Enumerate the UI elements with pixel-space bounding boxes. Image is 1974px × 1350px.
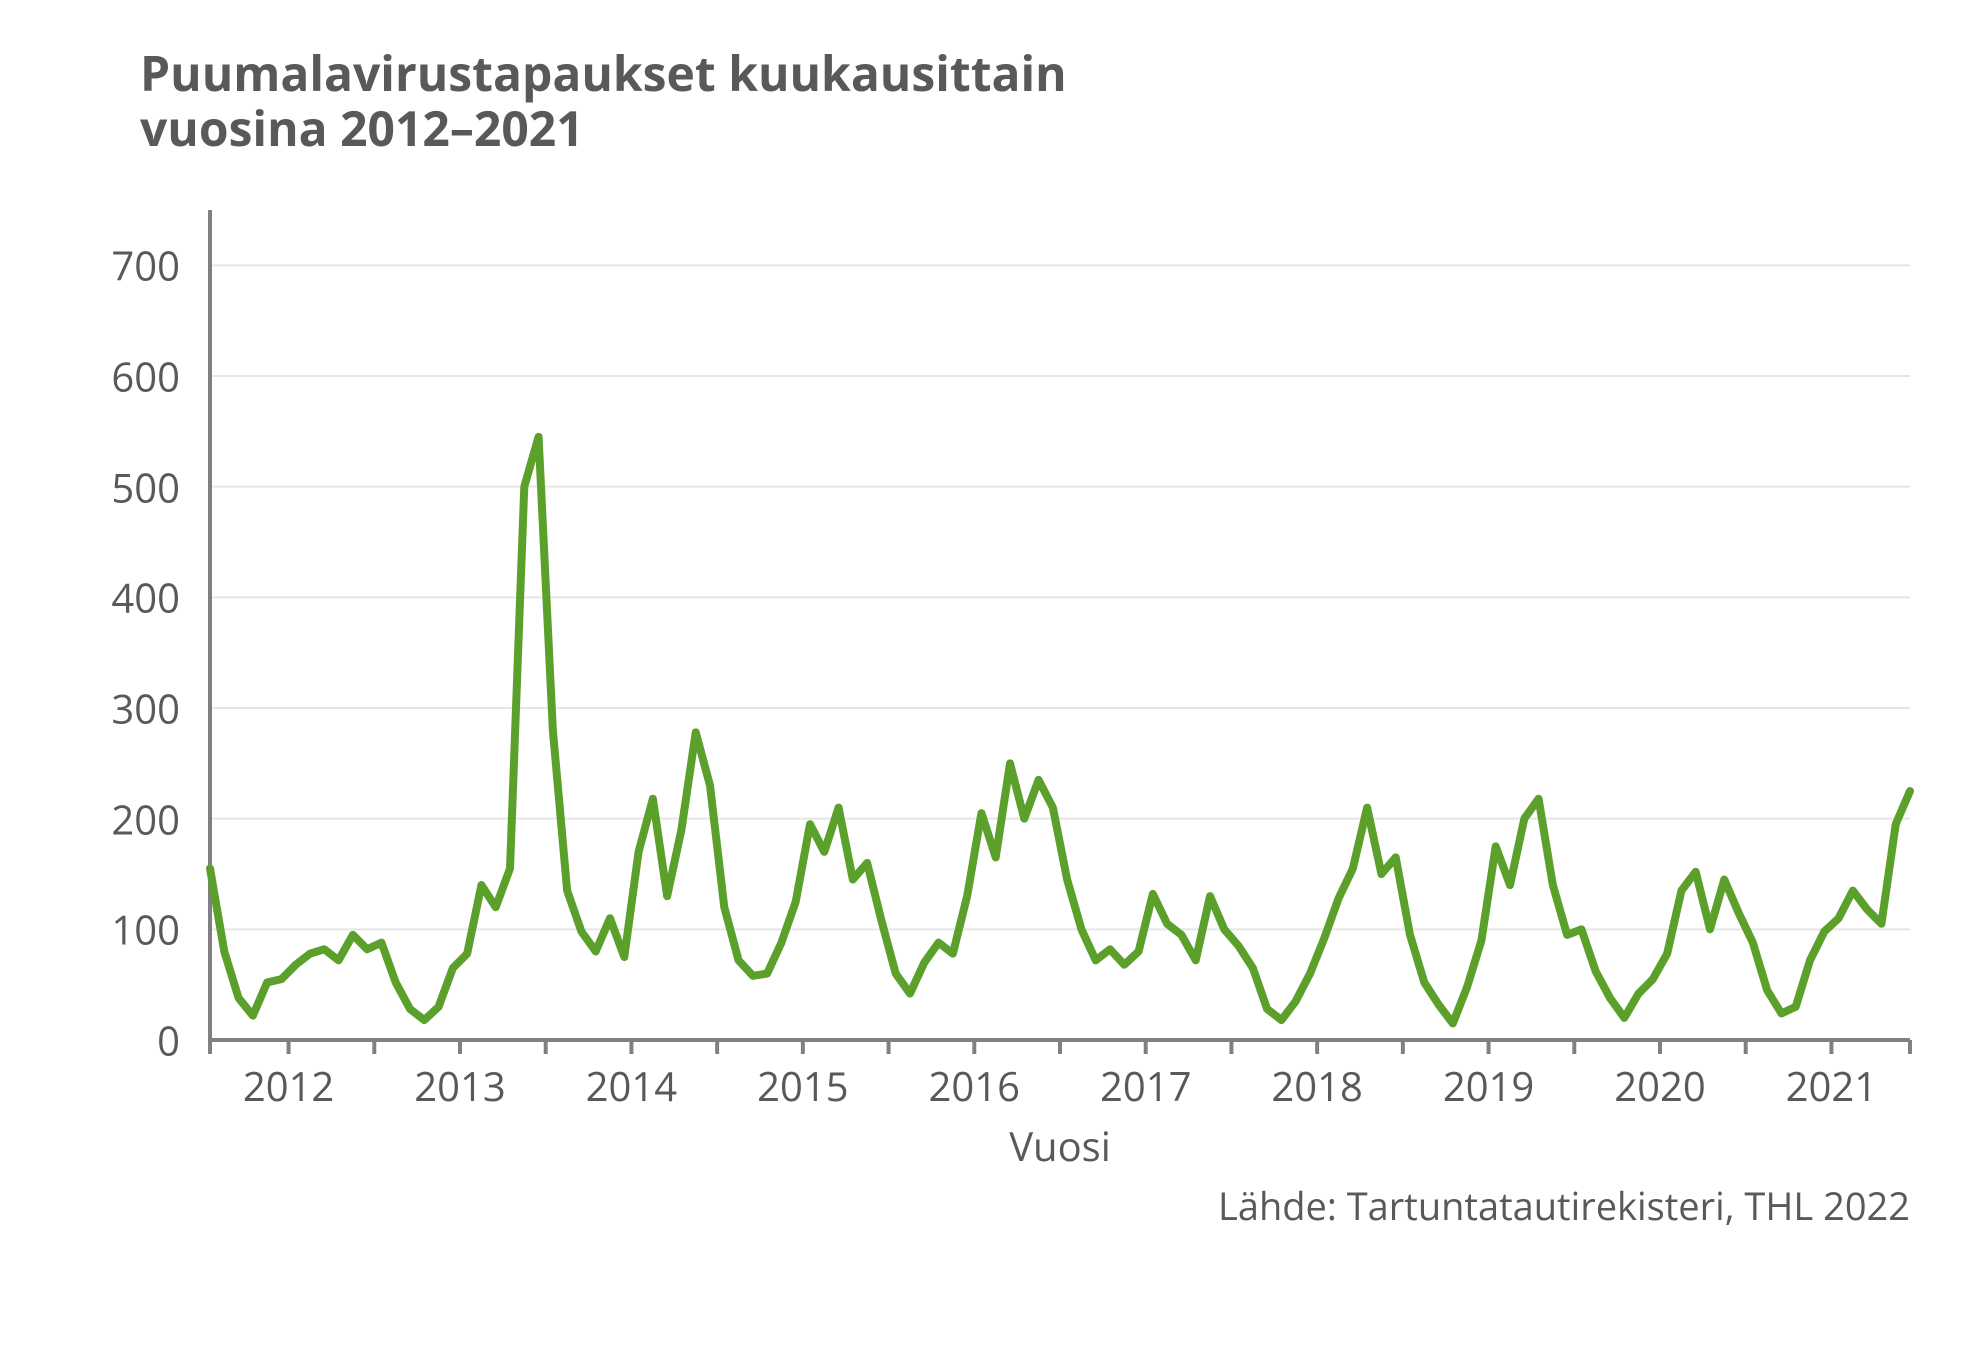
chart-container: Puumalavirustapaukset kuukausittain vuos…	[0, 0, 1974, 1350]
y-tick-label: 0	[0, 1013, 180, 1068]
y-tick-label: 100	[0, 902, 180, 957]
x-tick-label: 2016	[929, 1058, 1020, 1113]
x-axis-title: Vuosi	[1009, 1118, 1111, 1173]
y-tick-label: 300	[0, 681, 180, 736]
x-tick-label: 2019	[1443, 1058, 1534, 1113]
x-tick-label: 2015	[757, 1058, 848, 1113]
y-tick-label: 400	[0, 570, 180, 625]
x-tick-label: 2012	[243, 1058, 334, 1113]
x-tick-label: 2020	[1614, 1058, 1705, 1113]
x-tick-label: 2018	[1271, 1058, 1362, 1113]
x-tick-label: 2014	[586, 1058, 677, 1113]
y-tick-label: 200	[0, 791, 180, 846]
y-tick-label: 600	[0, 349, 180, 404]
chart-plot-area	[0, 0, 1974, 1350]
x-tick-label: 2013	[414, 1058, 505, 1113]
x-tick-label: 2017	[1100, 1058, 1191, 1113]
y-tick-label: 700	[0, 238, 180, 293]
y-tick-label: 500	[0, 459, 180, 514]
x-tick-label: 2021	[1786, 1058, 1877, 1113]
source-text: Lähde: Tartuntatautirekisteri, THL 2022	[1218, 1180, 1910, 1232]
